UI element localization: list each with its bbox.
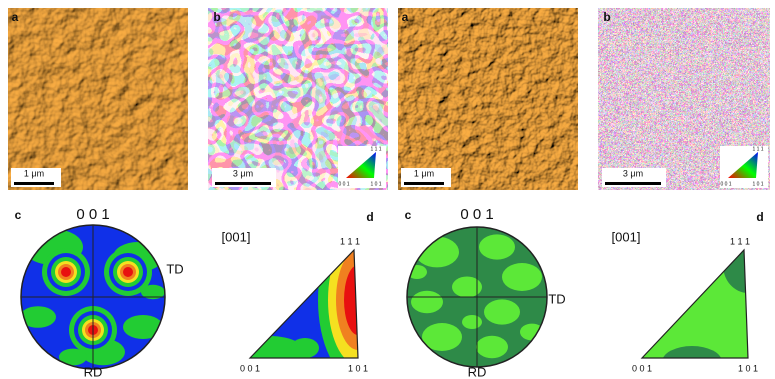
pf-label: 0 0 1 xyxy=(460,206,493,223)
ipf-label: [001] xyxy=(222,229,251,244)
scale-label: 3 μm xyxy=(623,168,643,178)
pf-pole xyxy=(123,267,133,277)
ipf-corner: 1 0 1 xyxy=(738,363,758,373)
key-label: 1 0 1 xyxy=(370,181,381,187)
pf-contour xyxy=(502,263,542,291)
pf-contour xyxy=(415,237,459,268)
scale-label: 1 μm xyxy=(414,168,434,178)
ipf-corner: 0 0 1 xyxy=(240,363,260,373)
afm-image xyxy=(8,8,188,190)
ipf-corner: 1 1 1 xyxy=(340,236,360,246)
pf-contour xyxy=(411,291,443,313)
key-label: 1 1 1 xyxy=(370,146,381,152)
scale-bar xyxy=(14,182,54,185)
pf-label: RD xyxy=(468,364,487,379)
panel-label: b xyxy=(213,10,220,24)
page: {"figures": [ {"panel_a": {"label": "a",… xyxy=(0,0,775,379)
ipf-contour xyxy=(291,338,319,358)
pf-label: TD xyxy=(548,291,565,306)
scale-bar xyxy=(215,182,271,185)
scale-bar xyxy=(404,182,444,185)
ipf-label: [001] xyxy=(612,229,641,244)
pf-contour xyxy=(484,299,520,324)
panel-label: c xyxy=(15,208,22,222)
panel-label: d xyxy=(366,210,373,224)
panel-label: c xyxy=(405,208,412,222)
scale-label: 3 μm xyxy=(233,168,253,178)
ipf-corner: 0 0 1 xyxy=(632,363,652,373)
scale-label: 1 μm xyxy=(24,168,44,178)
pf-label: TD xyxy=(166,261,183,276)
panel-label: d xyxy=(756,210,763,224)
ipf xyxy=(642,237,773,378)
figure: a 1 μm b 3 μm 1 1 1 0 0 1 1 0 1 c 0 0 1 TD RD [001]… xyxy=(0,0,775,379)
key-label: 1 1 1 xyxy=(752,146,763,152)
pf-pole xyxy=(61,267,71,277)
pf-contour xyxy=(479,234,515,259)
afm-image xyxy=(398,8,578,190)
pf-contour xyxy=(476,336,508,358)
panel-label: a xyxy=(12,10,19,24)
panel-label: b xyxy=(603,10,610,24)
panel-label: a xyxy=(402,10,409,24)
pf-label: RD xyxy=(84,364,103,379)
scale-bar xyxy=(605,182,661,185)
ipf xyxy=(230,220,398,379)
key-label: 0 0 1 xyxy=(338,181,349,187)
key-label: 1 0 1 xyxy=(752,181,763,187)
pf-label: 0 0 1 xyxy=(76,206,109,223)
pf-contour xyxy=(462,315,482,329)
pf-contour xyxy=(123,315,163,339)
ipf-contour xyxy=(662,346,722,378)
ipf-contour xyxy=(336,250,380,350)
ipf-contour xyxy=(344,265,372,335)
pf-contour xyxy=(20,306,56,328)
ipf-corner: 1 0 1 xyxy=(348,363,368,373)
ipf-corner: 1 1 1 xyxy=(730,236,750,246)
key-label: 0 0 1 xyxy=(720,181,731,187)
